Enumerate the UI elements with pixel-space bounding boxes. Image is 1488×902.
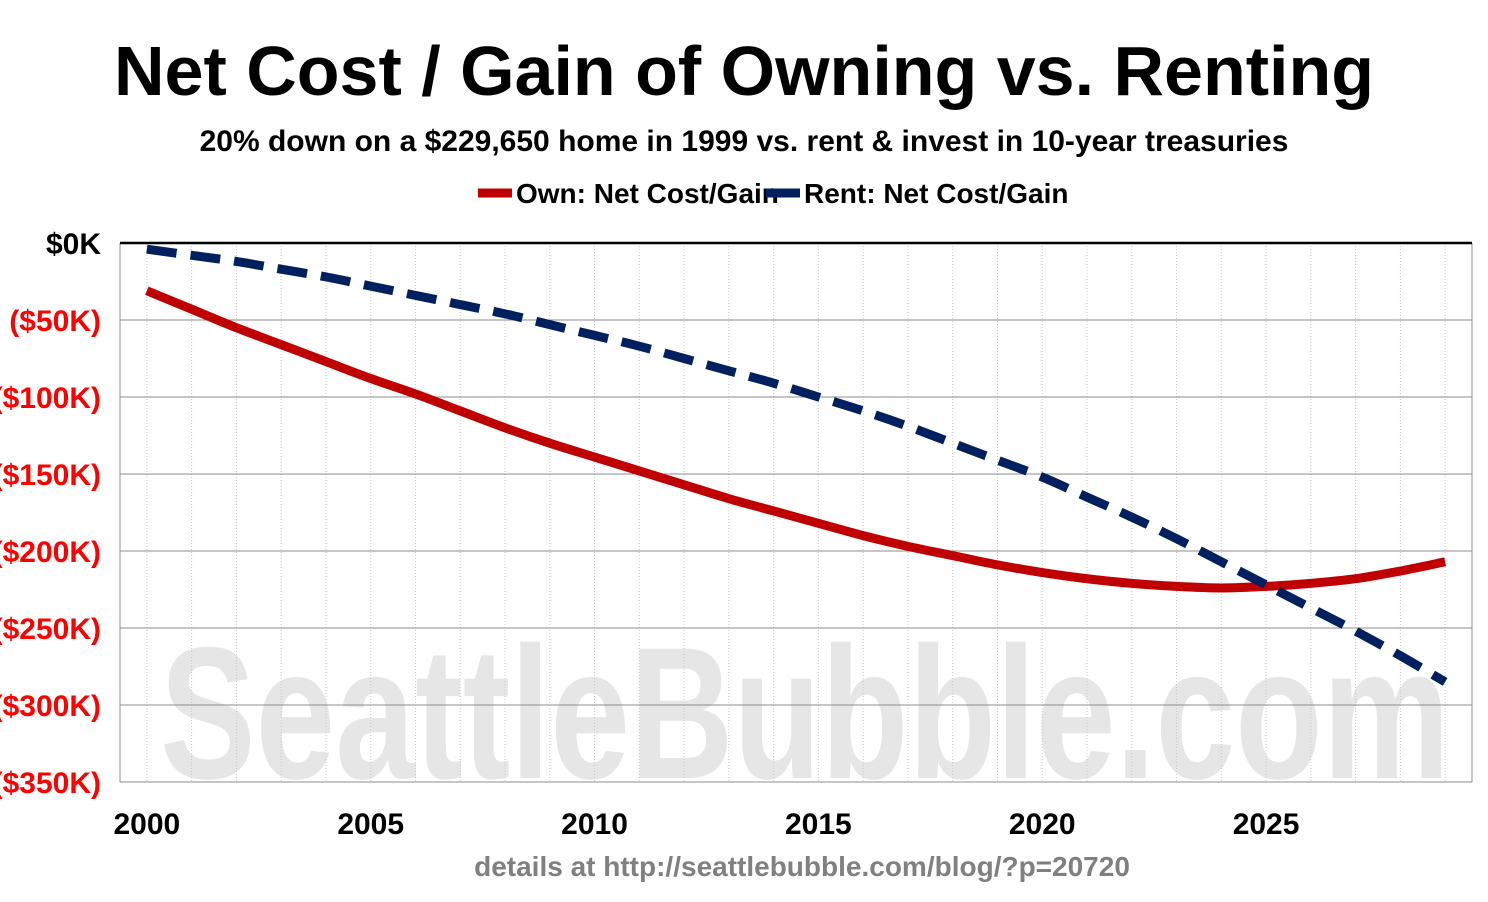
x-tick-label: 2005 <box>337 808 404 841</box>
series-lines <box>145 244 1448 686</box>
x-tick-label: 2015 <box>785 808 852 841</box>
y-tick-label: ($250K) <box>0 613 101 646</box>
legend-label: Own: Net Cost/Gain <box>516 178 779 209</box>
x-tick-label: 2010 <box>561 808 628 841</box>
x-tick-label: 2025 <box>1233 808 1300 841</box>
axes: $0K ($50K) ($100K) ($150K) ($200K) ($250K) ($3… <box>0 228 1473 841</box>
y-tick-label: ($200K) <box>0 536 101 569</box>
series-line-own <box>145 286 1447 593</box>
y-tick-label: $0K <box>46 228 101 261</box>
x-tick-label: 2000 <box>113 808 180 841</box>
watermark: SeattleBubble.com <box>160 608 1450 818</box>
y-tick-label: ($150K) <box>0 459 101 492</box>
chart-title: Net Cost / Gain of Owning vs. Renting <box>114 32 1374 110</box>
x-tick-label: 2020 <box>1009 808 1076 841</box>
footer-text: details at http://seattlebubble.com/blog… <box>474 851 1130 882</box>
chart-subtitle: 20% down on a $229,650 home in 1999 vs. … <box>200 125 1289 158</box>
series-line-rent <box>146 244 1448 686</box>
legend: Own: Net Cost/Gain Rent: Net Cost/Gain <box>478 178 1068 209</box>
y-tick-label: ($100K) <box>0 382 101 415</box>
y-tick-label: ($300K) <box>0 690 101 723</box>
legend-label: Rent: Net Cost/Gain <box>804 178 1068 209</box>
y-tick-label: ($50K) <box>9 305 101 338</box>
y-tick-label: ($350K) <box>0 767 101 800</box>
watermark-text: SeattleBubble.com <box>160 608 1450 818</box>
